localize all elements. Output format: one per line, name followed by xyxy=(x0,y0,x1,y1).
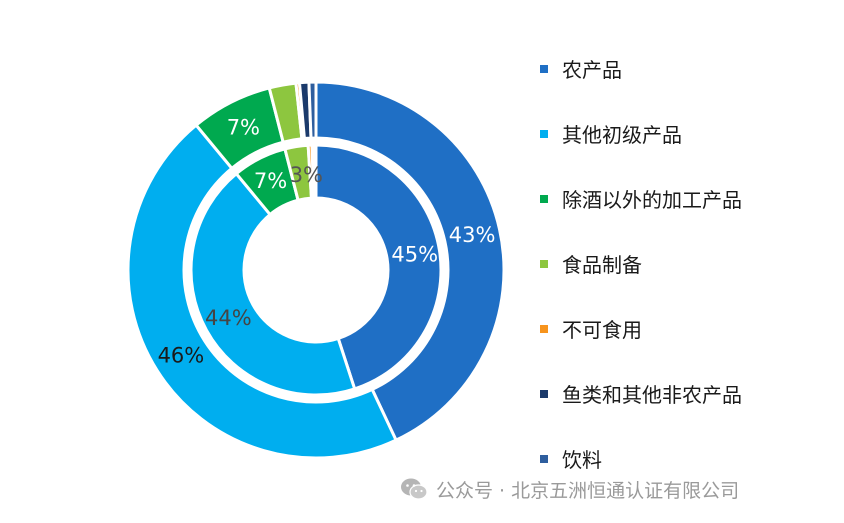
outer-label-2: 7% xyxy=(227,115,260,139)
wechat-icon xyxy=(401,478,428,500)
outer-slice-6 xyxy=(307,80,318,140)
watermark-text: 公众号 · 北京五洲恒通认证有限公司 xyxy=(436,479,740,502)
inner-label-3: 3% xyxy=(290,163,323,187)
legend-label-4: 不可食用 xyxy=(562,318,642,342)
outer-slice-1 xyxy=(126,123,399,460)
legend-swatch-1 xyxy=(540,129,548,138)
legend-item-5: 鱼类和其他非农产品 xyxy=(540,361,840,426)
legend-swatch-5 xyxy=(540,389,548,398)
inner-label-0: 45% xyxy=(391,242,438,266)
legend-swatch-6 xyxy=(540,454,548,463)
legend-label-2: 除酒以外的加工产品 xyxy=(562,188,742,212)
legend-label-5: 鱼类和其他非农产品 xyxy=(562,383,742,407)
inner-ring xyxy=(189,143,443,397)
legend-item-4: 不可食用 xyxy=(540,296,840,361)
legend-item-2: 除酒以外的加工产品 xyxy=(540,166,840,231)
legend-label-3: 食品制备 xyxy=(562,253,642,277)
watermark: 公众号 · 北京五洲恒通认证有限公司 xyxy=(400,474,739,504)
legend: 农产品其他初级产品除酒以外的加工产品 食品制备不可食用鱼类和其他非农产品 饮料 xyxy=(540,36,840,491)
legend-item-1: 其他初级产品 xyxy=(540,101,840,166)
legend-swatch-0 xyxy=(540,64,548,73)
inner-slice-0 xyxy=(314,143,443,391)
inner-slice-1 xyxy=(189,171,357,397)
ring-labels: 43%46%7%45%44%7% 3% xyxy=(158,115,496,367)
outer-ring xyxy=(126,80,506,460)
legend-label-6: 饮料 xyxy=(562,448,602,472)
legend-swatch-3 xyxy=(540,259,548,268)
inner-slice-6 xyxy=(312,143,318,200)
inner-label-1: 44% xyxy=(205,306,252,330)
legend-label-1: 其他初级产品 xyxy=(562,123,682,147)
inner-label-2: 7% xyxy=(254,169,287,193)
outer-label-1: 46% xyxy=(158,344,205,368)
legend-swatch-4 xyxy=(540,324,548,333)
legend-item-6: 饮料 xyxy=(540,426,840,491)
legend-label-0: 农产品 xyxy=(562,58,622,82)
outer-slice-0 xyxy=(314,80,506,443)
outer-label-0: 43% xyxy=(449,223,496,247)
legend-item-0: 农产品 xyxy=(540,36,840,101)
legend-item-3: 食品制备 xyxy=(540,231,840,296)
legend-swatch-2 xyxy=(540,194,548,203)
